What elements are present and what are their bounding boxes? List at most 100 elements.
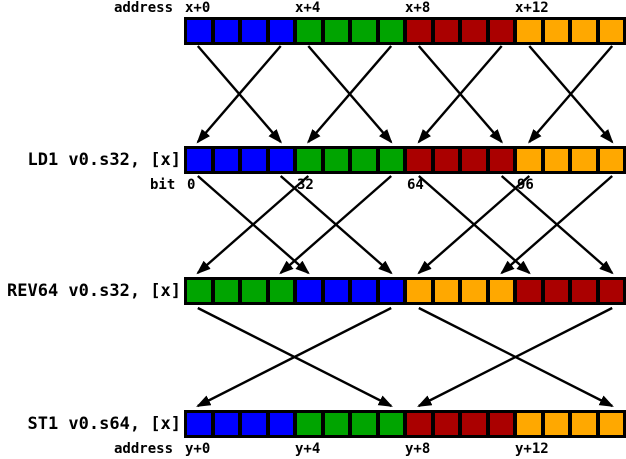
- ld1-instruction-label: LD1 v0.s32, [x]: [27, 150, 181, 170]
- byte-cell-orange: [515, 147, 543, 173]
- byte-cell-blue: [295, 278, 323, 304]
- byte-cell-green: [322, 147, 350, 173]
- byte-cell-blue: [240, 147, 268, 173]
- address-tick-x4: x+4: [295, 0, 321, 16]
- byte-cell-blue: [240, 411, 268, 437]
- bit-tick-64: 64: [407, 177, 424, 193]
- byte-cell-dark_red: [432, 18, 460, 44]
- byte-cell-green: [350, 147, 378, 173]
- byte-cell-green: [295, 147, 323, 173]
- st1-instruction-label: ST1 v0.s64, [x]: [27, 414, 181, 434]
- byte-move-arrow: [418, 306, 614, 408]
- byte-cell-dark_red: [515, 278, 543, 304]
- byte-cell-orange: [597, 18, 625, 44]
- ld1-register-bar: [184, 146, 626, 174]
- byte-cell-orange: [515, 411, 543, 437]
- byte-move-arrow: [417, 45, 503, 144]
- byte-cell-dark_red: [542, 278, 570, 304]
- bit-tick-0: 0: [187, 177, 196, 193]
- byte-cell-dark_red: [432, 147, 460, 173]
- byte-move-arrow: [196, 306, 392, 408]
- address-tick-y12: y+12: [515, 441, 549, 457]
- byte-cell-orange: [542, 147, 570, 173]
- address-tick-x12: x+12: [515, 0, 549, 16]
- byte-move-arrow: [528, 45, 614, 144]
- bit-tick-32: 32: [297, 177, 314, 193]
- byte-cell-green: [295, 411, 323, 437]
- byte-cell-blue: [377, 278, 405, 304]
- byte-move-arrow: [307, 45, 393, 144]
- byte-cell-orange: [432, 278, 460, 304]
- byte-move-arrow: [418, 175, 531, 275]
- address-tick-y8: y+8: [405, 441, 431, 457]
- byte-cell-green: [322, 411, 350, 437]
- byte-cell-dark_red: [460, 147, 488, 173]
- byte-cell-green: [267, 278, 295, 304]
- byte-cell-orange: [542, 18, 570, 44]
- byte-cell-green: [377, 18, 405, 44]
- byte-cell-green: [322, 18, 350, 44]
- byte-move-arrow: [307, 45, 393, 144]
- address-prefix-bottom: address: [114, 441, 174, 457]
- byte-cell-orange: [515, 18, 543, 44]
- rev64-register-bar: [184, 277, 626, 305]
- byte-cell-orange: [405, 278, 433, 304]
- byte-cell-blue: [185, 411, 213, 437]
- byte-cell-orange: [460, 278, 488, 304]
- byte-move-arrow: [417, 45, 503, 144]
- byte-cell-dark_red: [460, 411, 488, 437]
- byte-cell-dark_red: [460, 18, 488, 44]
- byte-cell-green: [295, 18, 323, 44]
- byte-cell-dark_red: [405, 147, 433, 173]
- byte-cell-orange: [570, 18, 598, 44]
- memory-input-bar: [184, 17, 626, 45]
- byte-cell-orange: [570, 147, 598, 173]
- st1-output-bar: [184, 410, 626, 438]
- byte-cell-blue: [212, 411, 240, 437]
- address-tick-x8: x+8: [405, 0, 431, 16]
- byte-cell-orange: [542, 411, 570, 437]
- byte-cell-dark_red: [487, 411, 515, 437]
- byte-move-arrow: [197, 306, 393, 408]
- byte-cell-blue: [240, 18, 268, 44]
- byte-cell-green: [377, 147, 405, 173]
- byte-cell-blue: [185, 18, 213, 44]
- byte-cell-green: [377, 411, 405, 437]
- byte-cell-dark_red: [432, 411, 460, 437]
- address-tick-y0: y+0: [185, 441, 211, 457]
- byte-move-arrow: [417, 175, 531, 275]
- byte-move-arrow: [417, 306, 613, 408]
- byte-cell-blue: [267, 411, 295, 437]
- byte-cell-dark_red: [405, 18, 433, 44]
- rev64-instruction-label: REV64 v0.s32, [x]: [7, 281, 181, 301]
- byte-cell-orange: [597, 147, 625, 173]
- byte-cell-green: [350, 411, 378, 437]
- address-tick-x0: x+0: [185, 0, 211, 16]
- address-tick-y4: y+4: [295, 441, 321, 457]
- byte-cell-orange: [597, 411, 625, 437]
- byte-cell-dark_red: [487, 147, 515, 173]
- byte-cell-blue: [322, 278, 350, 304]
- byte-cell-blue: [267, 18, 295, 44]
- byte-cell-orange: [570, 411, 598, 437]
- byte-cell-dark_red: [570, 278, 598, 304]
- byte-cell-dark_red: [405, 411, 433, 437]
- byte-move-arrow: [196, 45, 282, 144]
- byte-cell-blue: [185, 147, 213, 173]
- byte-cell-green: [240, 278, 268, 304]
- byte-cell-blue: [212, 147, 240, 173]
- bit-prefix-label: bit: [150, 177, 176, 193]
- byte-move-arrow: [196, 45, 282, 144]
- byte-move-arrow: [196, 175, 310, 275]
- address-prefix-top: address: [114, 0, 174, 16]
- bit-tick-96: 96: [517, 177, 534, 193]
- byte-cell-orange: [487, 278, 515, 304]
- byte-cell-dark_red: [597, 278, 625, 304]
- byte-cell-green: [185, 278, 213, 304]
- byte-cell-blue: [212, 18, 240, 44]
- byte-cell-blue: [350, 278, 378, 304]
- byte-move-arrow: [197, 175, 310, 275]
- byte-cell-blue: [267, 147, 295, 173]
